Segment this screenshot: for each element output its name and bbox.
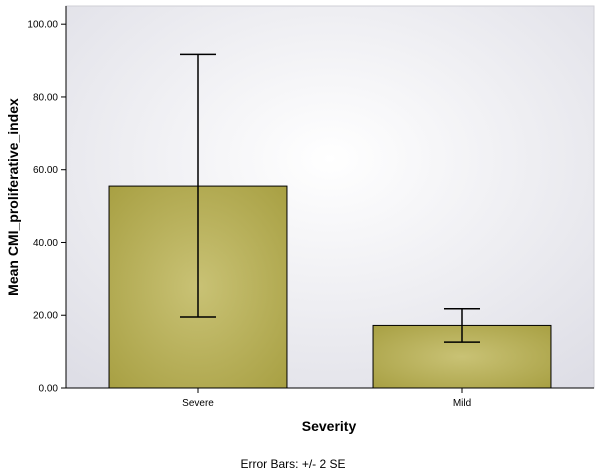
- y-tick-label: 80.00: [33, 92, 58, 103]
- y-tick-label: 0.00: [39, 384, 59, 395]
- error-bars-footnote: Error Bars: +/- 2 SE: [240, 457, 345, 471]
- y-tick-label: 100.00: [27, 20, 58, 31]
- y-axis-title: Mean CMI_proliferative_index: [5, 98, 21, 296]
- y-tick-label: 60.00: [33, 165, 58, 176]
- x-axis-title: Severity: [302, 418, 357, 434]
- y-tick-label: 20.00: [33, 311, 58, 322]
- x-ticks: Severe Mild: [182, 388, 471, 409]
- error-bar-mild: [444, 307, 480, 343]
- y-tick-label: 40.00: [33, 238, 58, 249]
- x-tick-label-severe: Severe: [182, 398, 214, 409]
- error-bar-severe: [180, 53, 216, 318]
- y-ticks: 0.00 20.00 40.00 60.00 80.00 100.00: [27, 20, 66, 395]
- error-bars-layer: [180, 53, 480, 343]
- x-tick-label-mild: Mild: [453, 398, 471, 409]
